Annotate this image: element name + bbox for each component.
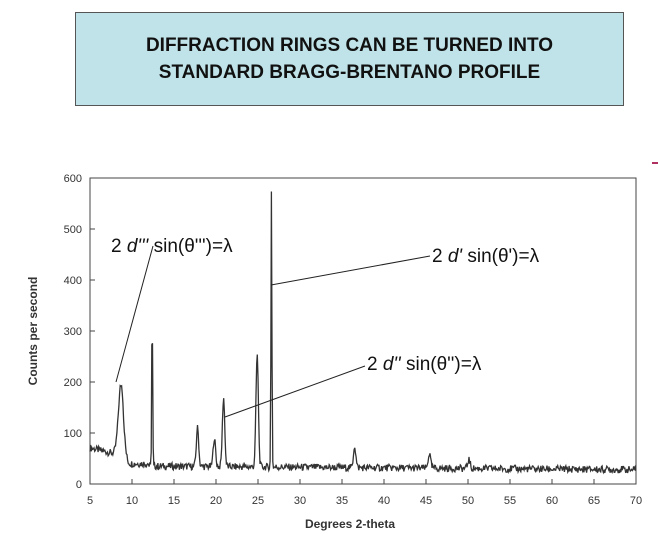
title-line-2: STANDARD BRAGG-BRENTANO PROFILE [158, 62, 541, 83]
annotation-line-1 [115, 245, 154, 383]
x-tick-label: 45 [420, 495, 432, 507]
x-tick-label: 60 [546, 495, 558, 507]
title-box: DIFFRACTION RINGS CAN BE TURNED INTO STA… [75, 12, 624, 106]
y-tick-label: 100 [64, 428, 82, 440]
y-tick-label: 0 [76, 479, 82, 491]
x-tick-label: 65 [588, 495, 600, 507]
x-tick-label: 55 [504, 495, 516, 507]
diffraction-trace [89, 191, 637, 475]
annotation-label-3: 2 d'' sin(θ'')=λ [367, 354, 482, 375]
x-tick-label: 20 [210, 495, 222, 507]
y-axis-label: Counts per second [26, 277, 40, 386]
annotation-label-2: 2 d' sin(θ')=λ [432, 246, 540, 267]
x-tick-label: 70 [630, 495, 642, 507]
annotation-line-3 [224, 365, 366, 418]
y-tick-label: 200 [64, 377, 82, 389]
x-tick-label: 15 [168, 495, 180, 507]
x-tick-label: 5 [87, 495, 93, 507]
x-tick-label: 40 [378, 495, 390, 507]
title-line-1: DIFFRACTION RINGS CAN BE TURNED INTO [145, 35, 554, 56]
x-tick-label: 25 [252, 495, 264, 507]
annotation-label-1: 2 d''' sin(θ''')=λ [111, 236, 233, 257]
x-tick-label: 50 [462, 495, 474, 507]
y-tick-label: 300 [64, 326, 82, 338]
side-rule [652, 162, 658, 164]
plot-frame [89, 177, 637, 485]
annotation-line-2 [270, 255, 431, 286]
y-tick-label: 600 [64, 173, 82, 185]
x-axis-label: Degrees 2-theta [305, 517, 395, 531]
x-tick-label: 30 [294, 495, 306, 507]
x-tick-label: 35 [336, 495, 348, 507]
y-axis-ticks: 0 100 200 300 400 500 600 [64, 173, 95, 491]
y-tick-label: 500 [64, 224, 82, 236]
x-tick-label: 10 [126, 495, 138, 507]
y-tick-label: 400 [64, 275, 82, 287]
x-axis-ticks: 5 10 15 20 25 30 35 40 45 50 55 60 65 70 [87, 479, 642, 507]
